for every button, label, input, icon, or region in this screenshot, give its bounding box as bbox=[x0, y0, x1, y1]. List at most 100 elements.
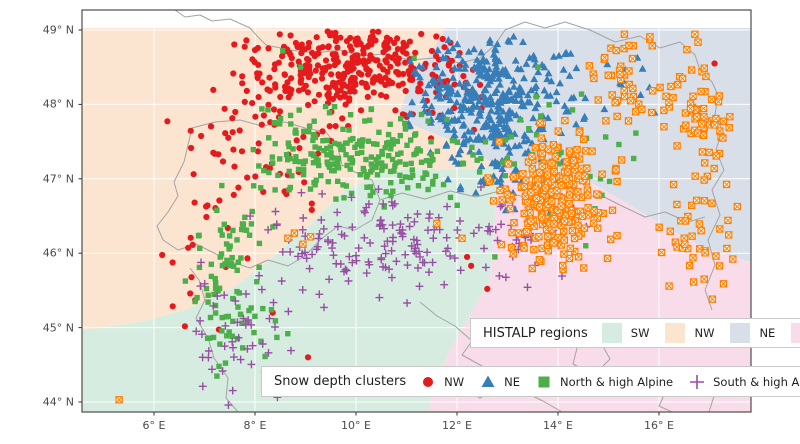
station-point bbox=[656, 83, 664, 92]
station-point bbox=[510, 219, 518, 227]
station-point bbox=[198, 132, 205, 140]
station-point bbox=[560, 236, 569, 244]
station-point bbox=[452, 98, 461, 106]
station-point bbox=[221, 322, 230, 330]
station-point bbox=[558, 272, 566, 280]
station-point bbox=[430, 156, 436, 163]
station-point bbox=[280, 48, 286, 54]
station-point bbox=[629, 84, 637, 93]
station-point bbox=[509, 76, 518, 84]
station-point bbox=[428, 139, 434, 145]
station-point bbox=[336, 141, 342, 147]
station-point bbox=[246, 232, 253, 238]
station-point bbox=[364, 184, 370, 190]
station-point bbox=[408, 160, 414, 167]
station-point bbox=[402, 87, 409, 95]
station-point bbox=[355, 69, 363, 77]
station-point bbox=[569, 93, 578, 101]
station-point bbox=[500, 159, 506, 165]
station-point bbox=[362, 118, 368, 124]
station-point bbox=[349, 160, 355, 166]
station-point bbox=[313, 34, 320, 41]
station-point bbox=[669, 180, 678, 189]
legend-item-nw: NW bbox=[420, 374, 464, 390]
station-point bbox=[583, 243, 589, 249]
station-point bbox=[386, 139, 392, 146]
station-point bbox=[504, 109, 512, 117]
station-point bbox=[538, 149, 547, 158]
station-point bbox=[495, 272, 504, 280]
station-point bbox=[368, 161, 374, 167]
station-point bbox=[710, 121, 719, 129]
station-point bbox=[256, 264, 262, 270]
station-point bbox=[700, 159, 709, 167]
station-point bbox=[565, 200, 573, 208]
station-point bbox=[425, 186, 431, 193]
station-point bbox=[218, 367, 227, 375]
station-point bbox=[298, 249, 307, 258]
station-point bbox=[312, 67, 319, 74]
station-point bbox=[729, 255, 737, 263]
station-point bbox=[328, 244, 336, 252]
station-point bbox=[323, 84, 330, 91]
station-point bbox=[445, 61, 452, 68]
station-point bbox=[317, 216, 326, 224]
station-point bbox=[264, 225, 272, 234]
station-point bbox=[700, 275, 708, 283]
station-point bbox=[439, 35, 446, 43]
station-point bbox=[447, 194, 454, 201]
station-point bbox=[270, 106, 278, 113]
station-point bbox=[324, 137, 330, 144]
station-point bbox=[287, 32, 294, 39]
station-point bbox=[504, 36, 513, 44]
station-point bbox=[447, 87, 456, 95]
station-point bbox=[347, 112, 354, 118]
station-point bbox=[287, 184, 293, 191]
station-point bbox=[301, 128, 307, 135]
station-point bbox=[497, 96, 505, 104]
station-point bbox=[258, 338, 264, 344]
station-point bbox=[211, 150, 218, 157]
station-point bbox=[565, 191, 574, 199]
station-point bbox=[723, 244, 731, 253]
station-point bbox=[229, 333, 235, 339]
station-point bbox=[302, 254, 311, 263]
station-point bbox=[469, 144, 475, 150]
legend-item-ne: NE bbox=[730, 323, 775, 343]
station-point bbox=[290, 229, 299, 237]
station-point bbox=[298, 225, 307, 234]
station-point bbox=[700, 197, 709, 205]
station-point bbox=[385, 265, 393, 274]
station-point bbox=[520, 244, 528, 252]
station-point bbox=[385, 80, 392, 87]
station-point bbox=[252, 113, 259, 120]
station-point bbox=[306, 129, 312, 135]
station-point bbox=[456, 217, 464, 225]
station-point bbox=[297, 159, 303, 165]
station-point bbox=[221, 221, 227, 227]
station-point bbox=[197, 258, 205, 267]
station-point bbox=[432, 63, 441, 71]
station-point bbox=[442, 140, 451, 148]
station-point bbox=[575, 128, 584, 136]
station-point bbox=[288, 61, 295, 68]
station-point bbox=[535, 256, 544, 264]
station-point bbox=[407, 174, 414, 181]
station-point bbox=[517, 96, 526, 104]
station-point bbox=[593, 190, 601, 198]
station-point bbox=[352, 52, 359, 59]
station-point bbox=[482, 263, 490, 272]
station-point bbox=[598, 170, 606, 178]
station-point bbox=[376, 129, 382, 135]
station-point bbox=[470, 152, 476, 158]
station-point bbox=[541, 184, 550, 192]
station-point bbox=[322, 103, 329, 110]
station-point bbox=[603, 254, 612, 263]
station-point bbox=[402, 126, 409, 132]
station-point bbox=[357, 107, 365, 114]
station-point bbox=[302, 82, 309, 89]
station-point bbox=[248, 341, 257, 350]
station-point bbox=[229, 254, 235, 261]
station-point bbox=[443, 202, 451, 211]
